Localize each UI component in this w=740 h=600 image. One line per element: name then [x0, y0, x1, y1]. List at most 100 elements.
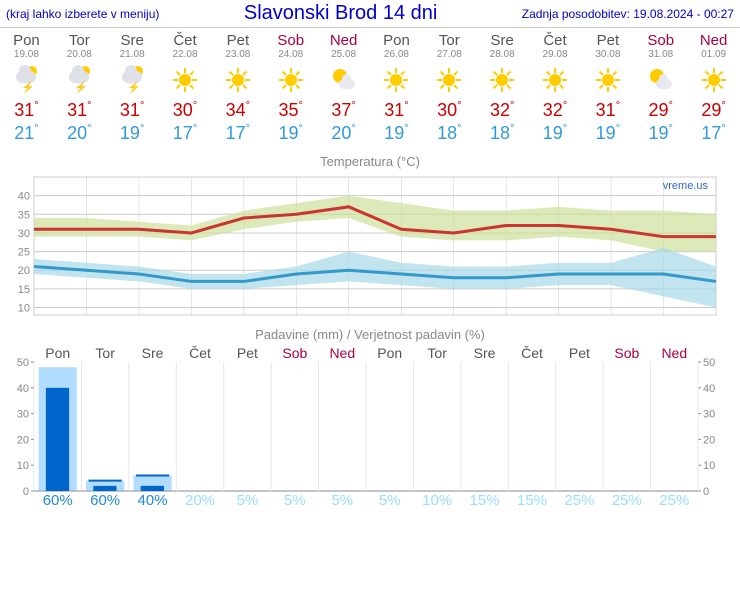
low-temp: 19° — [634, 123, 687, 144]
day-date: 30.08 — [581, 49, 634, 60]
svg-text:15%: 15% — [470, 492, 500, 509]
forecast-day: Pon19.08⚡31°21° — [0, 28, 53, 148]
day-date: 31.08 — [634, 49, 687, 60]
low-temp: 19° — [106, 123, 159, 144]
low-temp: 20° — [53, 123, 106, 144]
forecast-day: Ned01.0929°17° — [687, 28, 740, 148]
weather-icon — [370, 60, 423, 100]
day-name: Tor — [423, 32, 476, 49]
day-date: 27.08 — [423, 49, 476, 60]
day-name: Ned — [687, 32, 740, 49]
forecast-day: Pet23.0834°17° — [211, 28, 264, 148]
svg-text:vreme.us: vreme.us — [663, 180, 709, 192]
svg-text:0: 0 — [703, 486, 709, 498]
weather-icon — [211, 60, 264, 100]
svg-text:30: 30 — [17, 409, 29, 421]
high-temp: 31° — [53, 100, 106, 121]
day-date: 20.08 — [53, 49, 106, 60]
low-temp: 17° — [211, 123, 264, 144]
svg-text:10: 10 — [18, 303, 30, 315]
svg-text:Sre: Sre — [474, 345, 496, 361]
weather-icon — [317, 60, 370, 100]
high-temp: 30° — [159, 100, 212, 121]
svg-text:Tor: Tor — [427, 345, 447, 361]
svg-text:15%: 15% — [517, 492, 547, 509]
svg-text:60%: 60% — [90, 492, 120, 509]
precipitation-chart: PonTorSreČetPetSobNedPonTorSreČetPetSobN… — [6, 344, 726, 509]
svg-text:20: 20 — [17, 434, 29, 446]
svg-text:15: 15 — [18, 284, 30, 296]
forecast-day: Ned25.0837°20° — [317, 28, 370, 148]
svg-text:Ned: Ned — [661, 345, 687, 361]
high-temp: 31° — [581, 100, 634, 121]
forecast-day: Čet22.0830°17° — [159, 28, 212, 148]
svg-text:35: 35 — [18, 209, 30, 221]
forecast-day: Sre21.08⚡31°19° — [106, 28, 159, 148]
low-temp: 18° — [476, 123, 529, 144]
forecast-day: Tor27.0830°18° — [423, 28, 476, 148]
svg-text:Pet: Pet — [569, 345, 590, 361]
temperature-chart: 10152025303540vreme.us — [6, 171, 726, 321]
svg-text:20: 20 — [703, 434, 715, 446]
low-temp: 17° — [687, 123, 740, 144]
day-date: 24.08 — [264, 49, 317, 60]
svg-text:40: 40 — [703, 383, 715, 395]
svg-text:Sob: Sob — [614, 345, 639, 361]
svg-text:5%: 5% — [284, 492, 306, 509]
weather-icon — [476, 60, 529, 100]
forecast-day: Sre28.0832°18° — [476, 28, 529, 148]
weather-icon: ⚡ — [106, 60, 159, 100]
day-date: 28.08 — [476, 49, 529, 60]
header-bar: (kraj lahko izberete v meniju) Slavonski… — [0, 0, 740, 27]
day-name: Sob — [634, 32, 687, 49]
svg-text:Čet: Čet — [189, 345, 211, 361]
day-name: Sob — [264, 32, 317, 49]
day-name: Ned — [317, 32, 370, 49]
weather-icon — [634, 60, 687, 100]
weather-icon — [529, 60, 582, 100]
day-name: Pon — [0, 32, 53, 49]
svg-text:Sre: Sre — [142, 345, 164, 361]
low-temp: 19° — [264, 123, 317, 144]
weather-icon — [687, 60, 740, 100]
day-name: Sre — [476, 32, 529, 49]
low-temp: 20° — [317, 123, 370, 144]
svg-text:60%: 60% — [43, 492, 73, 509]
weather-icon — [264, 60, 317, 100]
forecast-strip: Pon19.08⚡31°21°Tor20.08⚡31°20°Sre21.08⚡3… — [0, 27, 740, 148]
day-date: 01.09 — [687, 49, 740, 60]
high-temp: 35° — [264, 100, 317, 121]
svg-text:20%: 20% — [185, 492, 215, 509]
svg-text:Čet: Čet — [521, 345, 543, 361]
day-name: Pet — [581, 32, 634, 49]
low-temp: 17° — [159, 123, 212, 144]
day-name: Sre — [106, 32, 159, 49]
day-date: 26.08 — [370, 49, 423, 60]
svg-text:50: 50 — [17, 357, 29, 369]
weather-icon: ⚡ — [53, 60, 106, 100]
low-temp: 18° — [423, 123, 476, 144]
last-updated: Zadnja posodobitev: 19.08.2024 - 00:27 — [522, 7, 734, 21]
svg-text:5%: 5% — [237, 492, 259, 509]
forecast-day: Sob31.0829°19° — [634, 28, 687, 148]
forecast-day: Pon26.0831°19° — [370, 28, 423, 148]
day-date: 25.08 — [317, 49, 370, 60]
day-name: Čet — [529, 32, 582, 49]
svg-text:30: 30 — [18, 228, 30, 240]
precip-chart-title: Padavine (mm) / Verjetnost padavin (%) — [6, 327, 734, 342]
svg-text:10: 10 — [703, 460, 715, 472]
low-temp: 19° — [529, 123, 582, 144]
high-temp: 31° — [0, 100, 53, 121]
svg-text:Ned: Ned — [329, 345, 355, 361]
svg-text:30: 30 — [703, 409, 715, 421]
page-title: Slavonski Brod 14 dni — [244, 2, 437, 25]
day-date: 23.08 — [211, 49, 264, 60]
day-date: 19.08 — [0, 49, 53, 60]
location-note: (kraj lahko izberete v meniju) — [6, 7, 159, 21]
day-name: Pon — [370, 32, 423, 49]
weather-icon — [581, 60, 634, 100]
day-date: 29.08 — [529, 49, 582, 60]
high-temp: 32° — [529, 100, 582, 121]
svg-text:Pet: Pet — [237, 345, 258, 361]
svg-text:Sob: Sob — [282, 345, 307, 361]
